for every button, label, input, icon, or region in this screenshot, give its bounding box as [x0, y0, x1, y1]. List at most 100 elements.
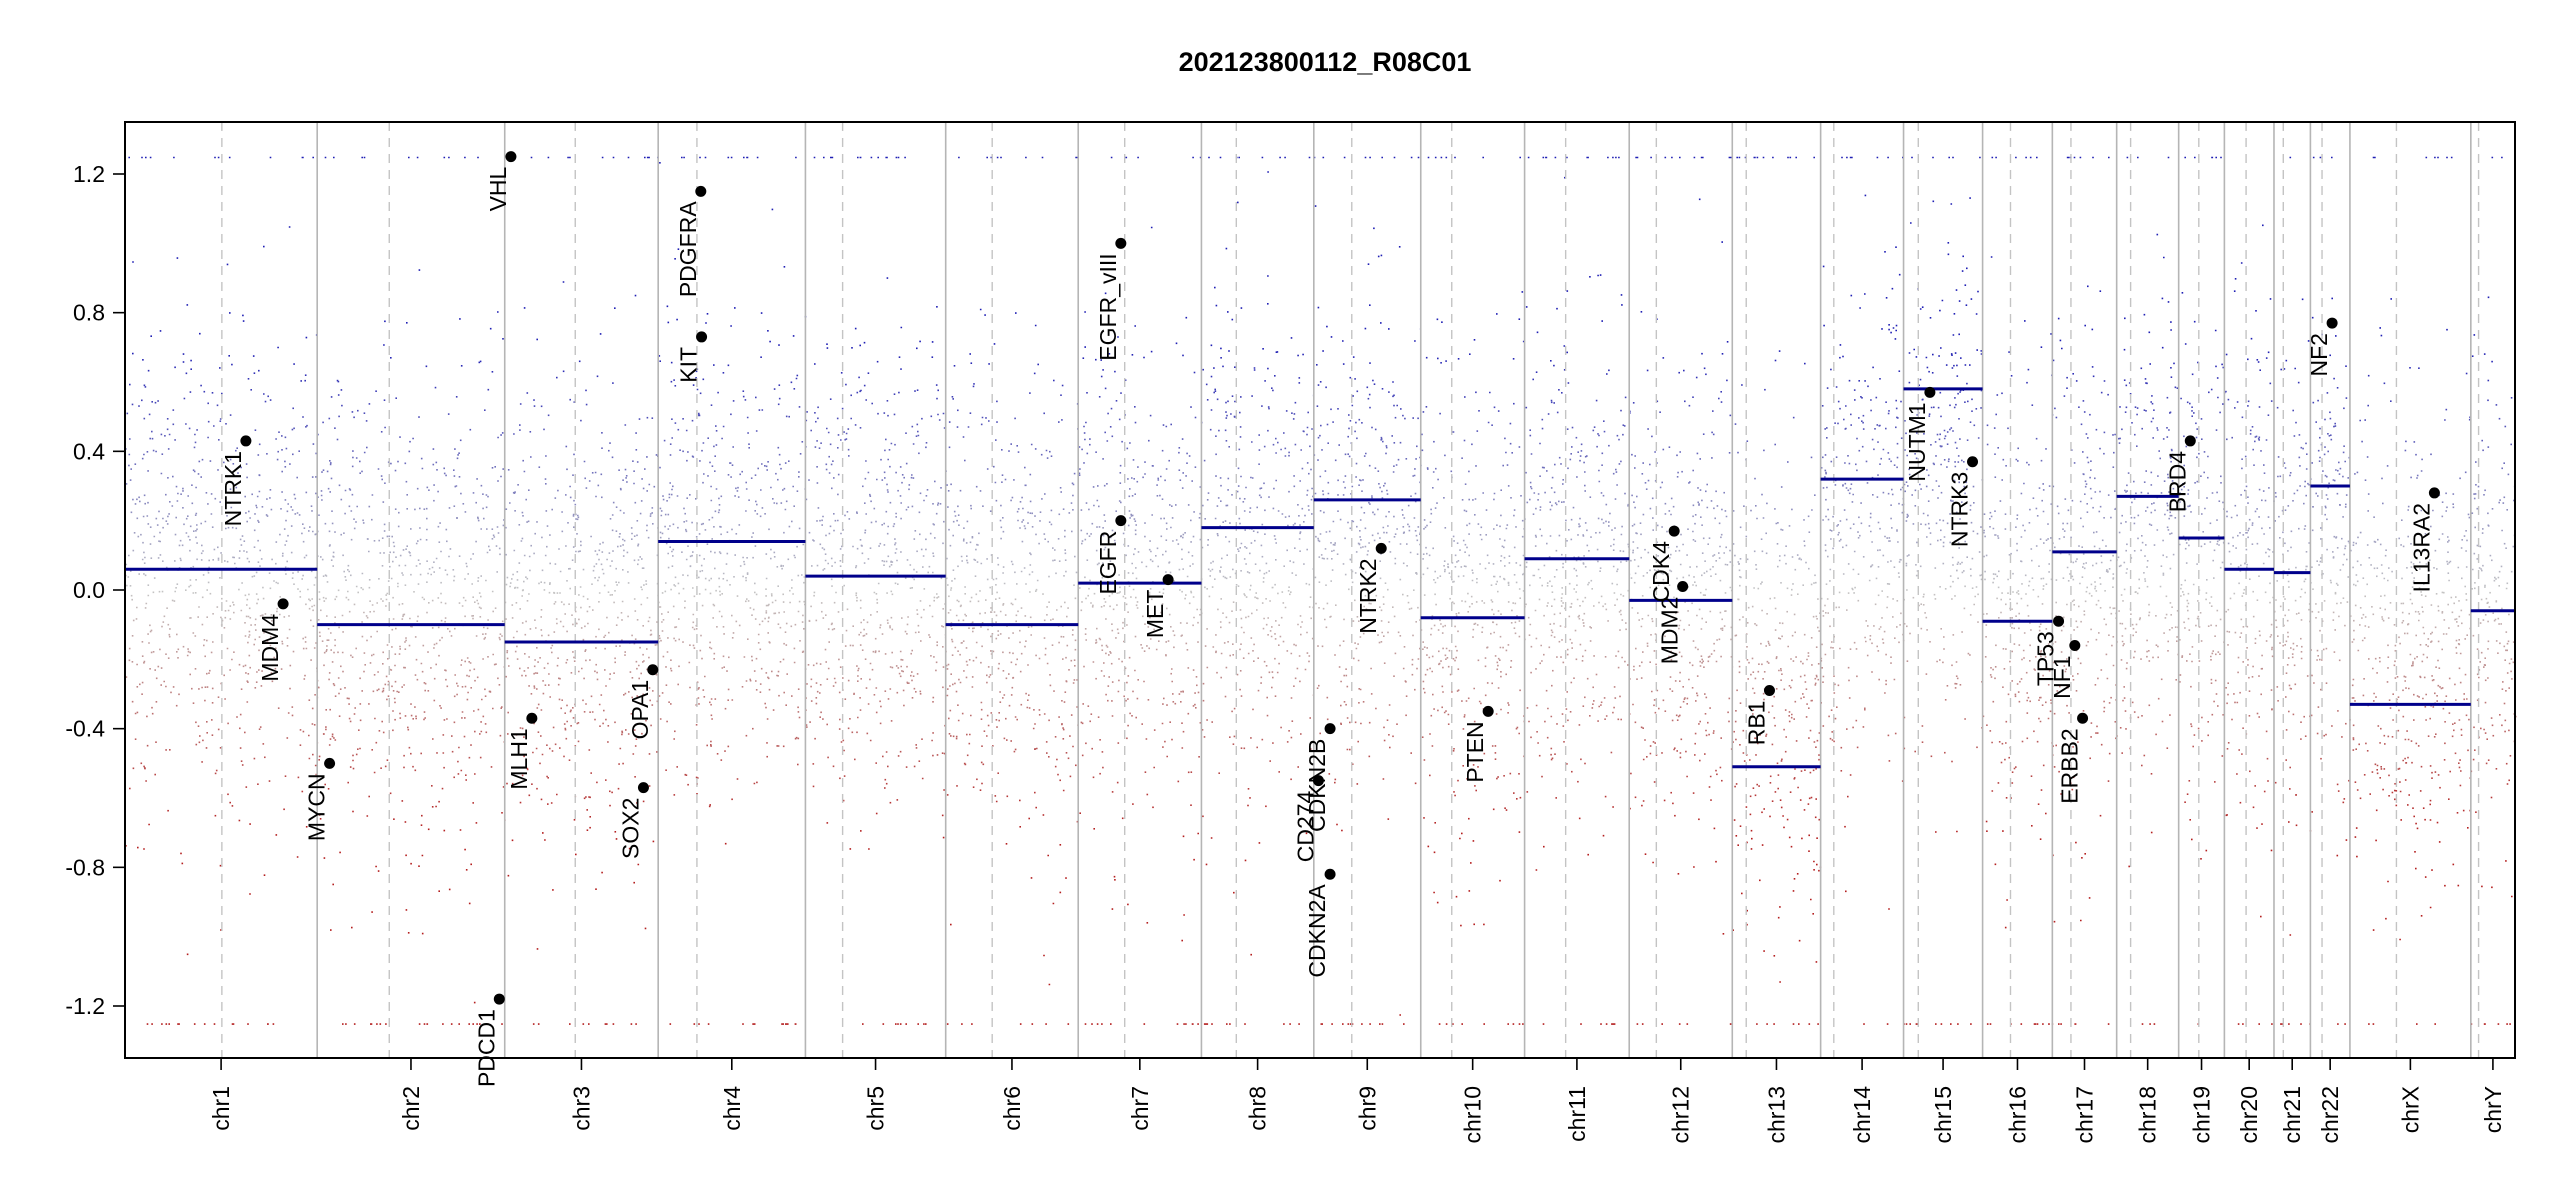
probe-points-chr1 [304, 374, 307, 376]
probe-points-chr6 [973, 383, 975, 385]
probe-points-chr4 [661, 630, 664, 632]
probe-points-chr21 [2297, 381, 2300, 384]
probe-points-chrY [2479, 661, 2481, 663]
probe-points-chr2 [332, 682, 458, 685]
probe-points-chr4 [715, 425, 725, 428]
probe-points-chr13 [1818, 732, 1821, 734]
probe-points-chr9 [1404, 417, 1419, 420]
probe-points-chrX [2454, 752, 2457, 755]
probe-points-chr2 [472, 802, 474, 804]
probe-points-chr8 [1271, 387, 1273, 389]
probe-points-chr1 [177, 492, 317, 496]
probe-points-chr12 [1652, 741, 1655, 743]
probe-points-chr6 [1025, 692, 1027, 695]
probe-points-chr18 [2145, 410, 2147, 412]
probe-points-chr17 [2072, 776, 2075, 779]
probe-points-chr20 [2242, 534, 2245, 536]
probe-points-chr2 [473, 668, 476, 671]
probe-points-chr10 [1461, 457, 1463, 459]
probe-points-chr15 [1961, 501, 1975, 504]
probe-points-chr2 [360, 586, 371, 589]
probe-points-chr17 [2098, 632, 2100, 634]
probe-points-chr16 [2029, 508, 2031, 511]
probe-points-chr6 [1065, 679, 1078, 682]
probe-points-chr15 [1973, 424, 1976, 427]
probe-points-chr7 [1118, 418, 1121, 421]
probe-points-chr3 [519, 429, 521, 431]
probe-points-chr21 [2275, 495, 2277, 498]
probe-points-chr5 [915, 571, 929, 574]
probe-points-chr1 [304, 674, 306, 677]
probe-points-chr19 [2200, 545, 2203, 548]
probe-points-chr10 [1422, 641, 1424, 643]
probe-points-chr15 [1964, 401, 1966, 403]
probe-points-chr15 [1929, 641, 1931, 643]
probe-points-chr12 [1634, 467, 1636, 469]
probe-points-chr21 [2295, 794, 2297, 796]
probe-points-chr17 [2088, 592, 2091, 595]
probe-points-chr4 [710, 745, 785, 748]
probe-points-chr14 [1856, 746, 1859, 749]
probe-points-chr16 [2002, 648, 2005, 650]
probe-points-chr21 [2287, 657, 2303, 660]
probe-points-chr4 [777, 478, 779, 481]
x-tick-label-chr1: chr1 [208, 1086, 234, 1131]
probe-points-chr1 [154, 401, 157, 404]
probe-points-chr6 [995, 439, 997, 441]
probe-points-chr17 [2107, 393, 2109, 396]
probe-points-chr17 [2060, 793, 2062, 795]
probe-points-chr6 [962, 540, 965, 542]
probe-points-chr1 [299, 729, 302, 731]
probe-points-chr11 [1562, 483, 1564, 485]
probe-points-chr12 [1645, 488, 1648, 490]
probe-points-chr18 [2148, 611, 2151, 614]
probe-points-chr2 [404, 821, 407, 823]
probe-points-chr2 [328, 677, 447, 681]
probe-points-chr16 [2000, 611, 2002, 614]
probe-points-chr16 [2032, 497, 2035, 499]
probe-points-chr12 [1716, 773, 1718, 776]
probe-points-chr10 [1466, 523, 1509, 527]
probe-points-chr19 [2212, 650, 2214, 652]
probe-points-chr18 [2126, 543, 2128, 546]
probe-points-chr7 [1095, 677, 1097, 680]
probe-points-chr5 [915, 744, 917, 746]
probe-points-chr20 [2234, 504, 2237, 507]
gene-label-RB1: RB1 [1743, 701, 1769, 746]
probe-points-chr8 [1261, 555, 1264, 558]
probe-points-chr20 [2252, 665, 2254, 668]
probe-points-chr18 [2122, 699, 2124, 702]
probe-points-chr16 [2030, 548, 2033, 550]
probe-points-chr5 [895, 516, 897, 518]
probe-points-chrY [2498, 623, 2500, 625]
probe-points-chr15 [1917, 408, 1919, 411]
probe-points-chr18 [2173, 362, 2175, 365]
probe-points-chr19 [2179, 674, 2182, 676]
probe-points-chr21 [2289, 788, 2291, 790]
probe-points-chr18 [2156, 529, 2170, 531]
probe-points-chr3 [554, 563, 639, 566]
probe-points-chr19 [2192, 745, 2194, 748]
probe-points-chr18 [2148, 614, 2157, 617]
x-tick-label-chr10: chr10 [1460, 1086, 1486, 1144]
probe-points-chr16 [1989, 511, 1992, 514]
probe-points-chr8 [1262, 581, 1265, 583]
probe-points-chr6 [970, 507, 1024, 510]
probe-points-chr19 [2196, 455, 2209, 459]
probe-points-chr8 [1225, 440, 1228, 442]
probe-points-chr12 [1694, 540, 1697, 542]
probe-points-chr14 [1877, 650, 1880, 652]
probe-points-chr21 [2284, 509, 2287, 511]
probe-points-chr11 [1603, 430, 1606, 433]
probe-points-chr8 [1275, 559, 1277, 561]
probe-points-chr13 [1732, 510, 1735, 512]
probe-points-chr22 [2322, 470, 2324, 472]
probe-points-chr14 [1849, 648, 1858, 650]
probe-points-chr10 [1492, 808, 1508, 811]
probe-points-chr14 [1840, 770, 1843, 772]
probe-points-chr7 [1127, 572, 1134, 575]
probe-points-chr20 [2266, 757, 2269, 760]
probe-points-chr7 [1194, 416, 1197, 419]
probe-points-chr5 [842, 677, 844, 679]
probe-points-chr20 [2243, 588, 2246, 591]
